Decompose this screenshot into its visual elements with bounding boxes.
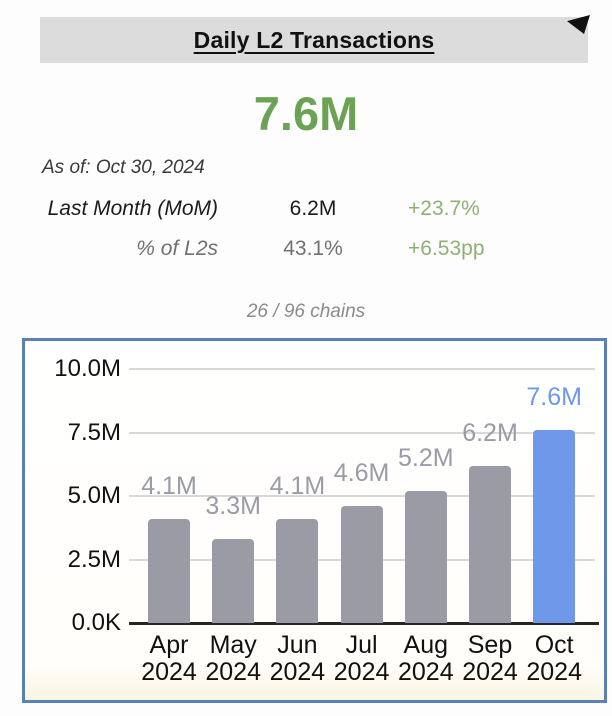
y-tick-label: 5.0M xyxy=(67,482,121,509)
bar-value-label: 4.6M xyxy=(333,459,390,488)
metric-label: % of L2s xyxy=(136,237,218,260)
x-tick-label: Oct 2024 xyxy=(526,631,582,686)
bar-sep-2024[interactable] xyxy=(469,465,511,623)
gridline xyxy=(129,431,595,434)
y-tick-label: 0.0K xyxy=(71,609,121,636)
bar-apr-2024[interactable] xyxy=(148,518,190,623)
bar-value-label: 7.6M xyxy=(526,382,582,411)
metric-value: 6.2M xyxy=(289,197,337,220)
x-tick-label: Sep 2024 xyxy=(462,631,518,686)
metric-row-pct-of-l2s: % of L2s 43.1% +6.53pp xyxy=(0,237,612,267)
metric-delta: +23.7% xyxy=(408,197,480,220)
bar-jul-2024[interactable] xyxy=(340,506,383,623)
y-tick-label: 10.0M xyxy=(54,355,121,382)
chart-plot: 0.0K 2.5M 5.0M 7.5M 10.0M 4.1M Apr 2024 3.3M May 2… xyxy=(25,341,604,700)
bar-oct-2024[interactable] xyxy=(533,429,576,623)
bar-value-label: 4.1M xyxy=(269,471,326,500)
x-axis-line xyxy=(129,621,599,625)
y-tick-label: 7.5M xyxy=(67,418,121,446)
x-tick-label: Jun 2024 xyxy=(269,631,326,686)
metric-delta: +6.53pp xyxy=(408,237,485,260)
bar-may-2024[interactable] xyxy=(212,539,255,623)
metric-value: 43.1% xyxy=(283,237,343,260)
bar-value-label: 5.2M xyxy=(398,443,454,472)
bar-jun-2024[interactable] xyxy=(276,518,319,623)
x-tick-label: Aug 2024 xyxy=(397,631,454,686)
x-tick-label: May 2024 xyxy=(205,631,261,686)
bar-chart: 0.0K 2.5M 5.0M 7.5M 10.0M 4.1M Apr 2024 3.3M May 2… xyxy=(22,338,607,703)
gridline xyxy=(129,495,595,497)
headline-value: 7.6M xyxy=(253,87,359,140)
bar-aug-2024[interactable] xyxy=(404,490,447,623)
metric-row-last-month: Last Month (MoM) 6.2M +23.7% xyxy=(0,197,612,227)
x-tick-label: Jul 2024 xyxy=(333,631,390,686)
gridline xyxy=(129,368,595,370)
metric-label: Last Month (MoM) xyxy=(47,197,218,220)
bar-value-label: 3.3M xyxy=(205,492,261,521)
chains-count-note: 26 / 96 chains xyxy=(246,301,366,322)
bar-value-label: 6.2M xyxy=(462,418,518,447)
x-tick-label: Apr 2024 xyxy=(141,631,197,686)
page-title[interactable]: Daily L2 Transactions xyxy=(193,26,435,53)
header-banner: Daily L2 Transactions xyxy=(40,17,588,63)
bar-value-label: 4.1M xyxy=(141,471,197,500)
y-tick-label: 2.5M xyxy=(67,545,121,573)
as-of-date: As of: Oct 30, 2024 xyxy=(42,157,205,178)
